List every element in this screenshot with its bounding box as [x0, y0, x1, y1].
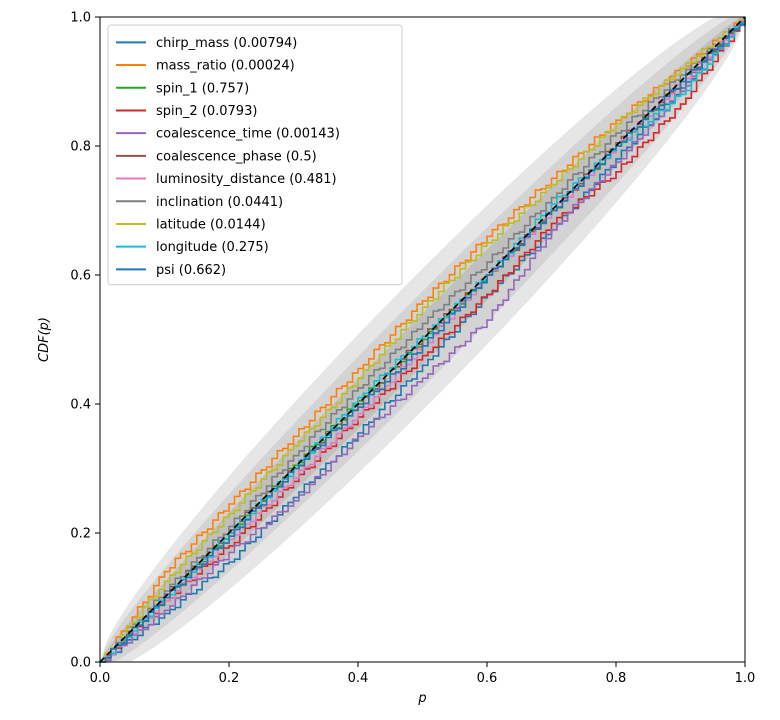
legend-entry: spin_1 (0.757) [156, 81, 249, 96]
y-tick-label: 0.4 [70, 398, 91, 413]
plot-frame [99, 16, 746, 663]
legend-entry: luminosity_distance (0.481) [156, 172, 337, 187]
legend-box [107, 24, 403, 286]
legend-entry: spin_2 (0.0793) [156, 104, 257, 119]
y-tick-label: 0.2 [70, 527, 91, 542]
legend-entry: inclination (0.0441) [156, 195, 283, 210]
x-tick-label: 0.6 [477, 671, 498, 686]
legend-entry: coalescence_time (0.00143) [156, 127, 340, 142]
x-axis-label: p [417, 691, 426, 706]
series-line-7 [100, 17, 746, 663]
legend-entry: mass_ratio (0.00024) [156, 59, 295, 74]
x-tick-label: 0.0 [90, 671, 111, 686]
y-tick-label: 0.0 [70, 656, 91, 671]
x-tick-label: 0.8 [606, 671, 627, 686]
series-lines [100, 17, 746, 663]
x-tick-label: 0.2 [219, 671, 240, 686]
y-tick-label: 1.0 [70, 11, 91, 26]
series-line-8 [100, 17, 746, 663]
diagonal-line [99, 16, 746, 663]
legend-entry: chirp_mass (0.00794) [156, 36, 297, 51]
legend: chirp_mass (0.00794) mass_ratio (0.00024)… [107, 24, 403, 286]
y-axis-label: CDF(p) [37, 317, 52, 362]
legend-entry: longitude (0.275) [156, 240, 269, 255]
y-tick-label: 0.6 [70, 269, 91, 284]
legend-entry: psi (0.662) [156, 263, 226, 278]
series-line-4 [100, 17, 746, 663]
x-tick-label: 1.0 [735, 671, 756, 686]
diagonal-reference [99, 16, 746, 663]
x-tick-label: 0.4 [348, 671, 369, 686]
series-line-1 [100, 17, 746, 663]
y-tick-label: 0.8 [70, 140, 91, 155]
legend-entry: latitude (0.0144) [156, 217, 266, 232]
legend-entry: coalescence_phase (0.5) [156, 149, 317, 164]
axis-ticks: 0.0 0.2 0.4 0.6 0.8 1.0 0.0 0.2 0.4 0.6 0.8 1.0 [70, 11, 755, 687]
